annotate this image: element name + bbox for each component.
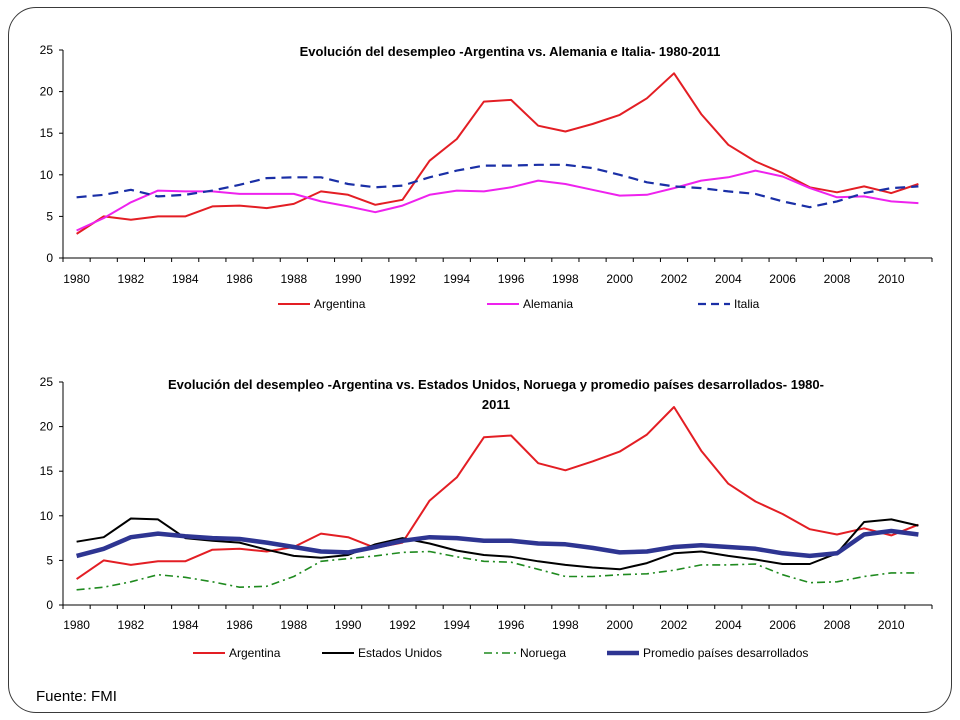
legend-label: Italia (734, 297, 760, 311)
chart-1: Evolución del desempleo -Argentina vs. A… (40, 43, 933, 311)
chart-title: 2011 (482, 397, 510, 412)
y-tick-label: 20 (40, 420, 54, 434)
y-tick-label: 5 (46, 209, 53, 223)
x-tick-label: 2008 (824, 618, 851, 632)
x-tick-label: 2010 (878, 618, 905, 632)
y-tick-label: 0 (46, 598, 53, 612)
y-tick-label: 5 (46, 553, 53, 567)
slide-frame (8, 7, 952, 713)
x-tick-label: 2004 (715, 272, 742, 286)
x-tick-label: 1984 (172, 272, 199, 286)
series-line-alemania (76, 169, 919, 232)
x-tick-label: 1992 (389, 272, 416, 286)
x-tick-label: 2000 (606, 618, 633, 632)
y-tick-label: 10 (40, 509, 54, 523)
legend-label: Noruega (520, 646, 566, 660)
y-tick-label: 15 (40, 464, 54, 478)
x-tick-label: 1986 (226, 618, 253, 632)
x-tick-label: 1988 (280, 272, 307, 286)
x-tick-label: 1982 (118, 272, 145, 286)
series-line-argentina (76, 72, 919, 235)
x-tick-label: 1988 (280, 618, 307, 632)
x-tick-label: 1982 (118, 618, 145, 632)
legend-label: Estados Unidos (358, 646, 442, 660)
y-tick-label: 10 (40, 168, 54, 182)
x-tick-label: 1986 (226, 272, 253, 286)
x-tick-label: 2010 (878, 272, 905, 286)
legend-label: Argentina (314, 297, 366, 311)
series-line-argentina (76, 406, 919, 580)
x-tick-label: 2008 (824, 272, 851, 286)
series-line-promedio-países-desarrollados (76, 528, 919, 559)
x-tick-label: 2004 (715, 618, 742, 632)
x-tick-label: 1994 (443, 618, 470, 632)
x-tick-label: 1992 (389, 618, 416, 632)
y-tick-label: 0 (46, 251, 53, 265)
legend-label: Promedio países desarrollados (643, 646, 808, 660)
x-tick-label: 2000 (606, 272, 633, 286)
legend-label: Argentina (229, 646, 281, 660)
y-tick-label: 25 (40, 375, 54, 389)
legend-label: Alemania (523, 297, 573, 311)
x-tick-label: 2002 (661, 272, 688, 286)
chart-title: Evolución del desempleo -Argentina vs. A… (300, 44, 721, 59)
x-tick-label: 2006 (769, 272, 796, 286)
x-tick-label: 1994 (443, 272, 470, 286)
x-tick-label: 1996 (498, 618, 525, 632)
y-tick-label: 25 (40, 43, 54, 57)
series-line-estados-unidos (76, 517, 919, 571)
y-tick-label: 20 (40, 85, 54, 99)
chart-title: Evolución del desempleo -Argentina vs. E… (168, 377, 824, 392)
x-tick-label: 1984 (172, 618, 199, 632)
x-tick-label: 1990 (335, 618, 362, 632)
x-tick-label: 1980 (63, 618, 90, 632)
series-line-noruega (76, 550, 919, 591)
source-note: Fuente: FMI (36, 688, 117, 705)
x-tick-label: 2006 (769, 618, 796, 632)
x-tick-label: 1980 (63, 272, 90, 286)
x-tick-label: 1998 (552, 272, 579, 286)
x-tick-label: 1998 (552, 618, 579, 632)
x-tick-label: 1996 (498, 272, 525, 286)
chart-2: Evolución del desempleo -Argentina vs. E… (40, 375, 933, 660)
x-tick-label: 2002 (661, 618, 688, 632)
y-tick-label: 15 (40, 126, 54, 140)
series-line-italia (76, 163, 919, 209)
x-tick-label: 1990 (335, 272, 362, 286)
